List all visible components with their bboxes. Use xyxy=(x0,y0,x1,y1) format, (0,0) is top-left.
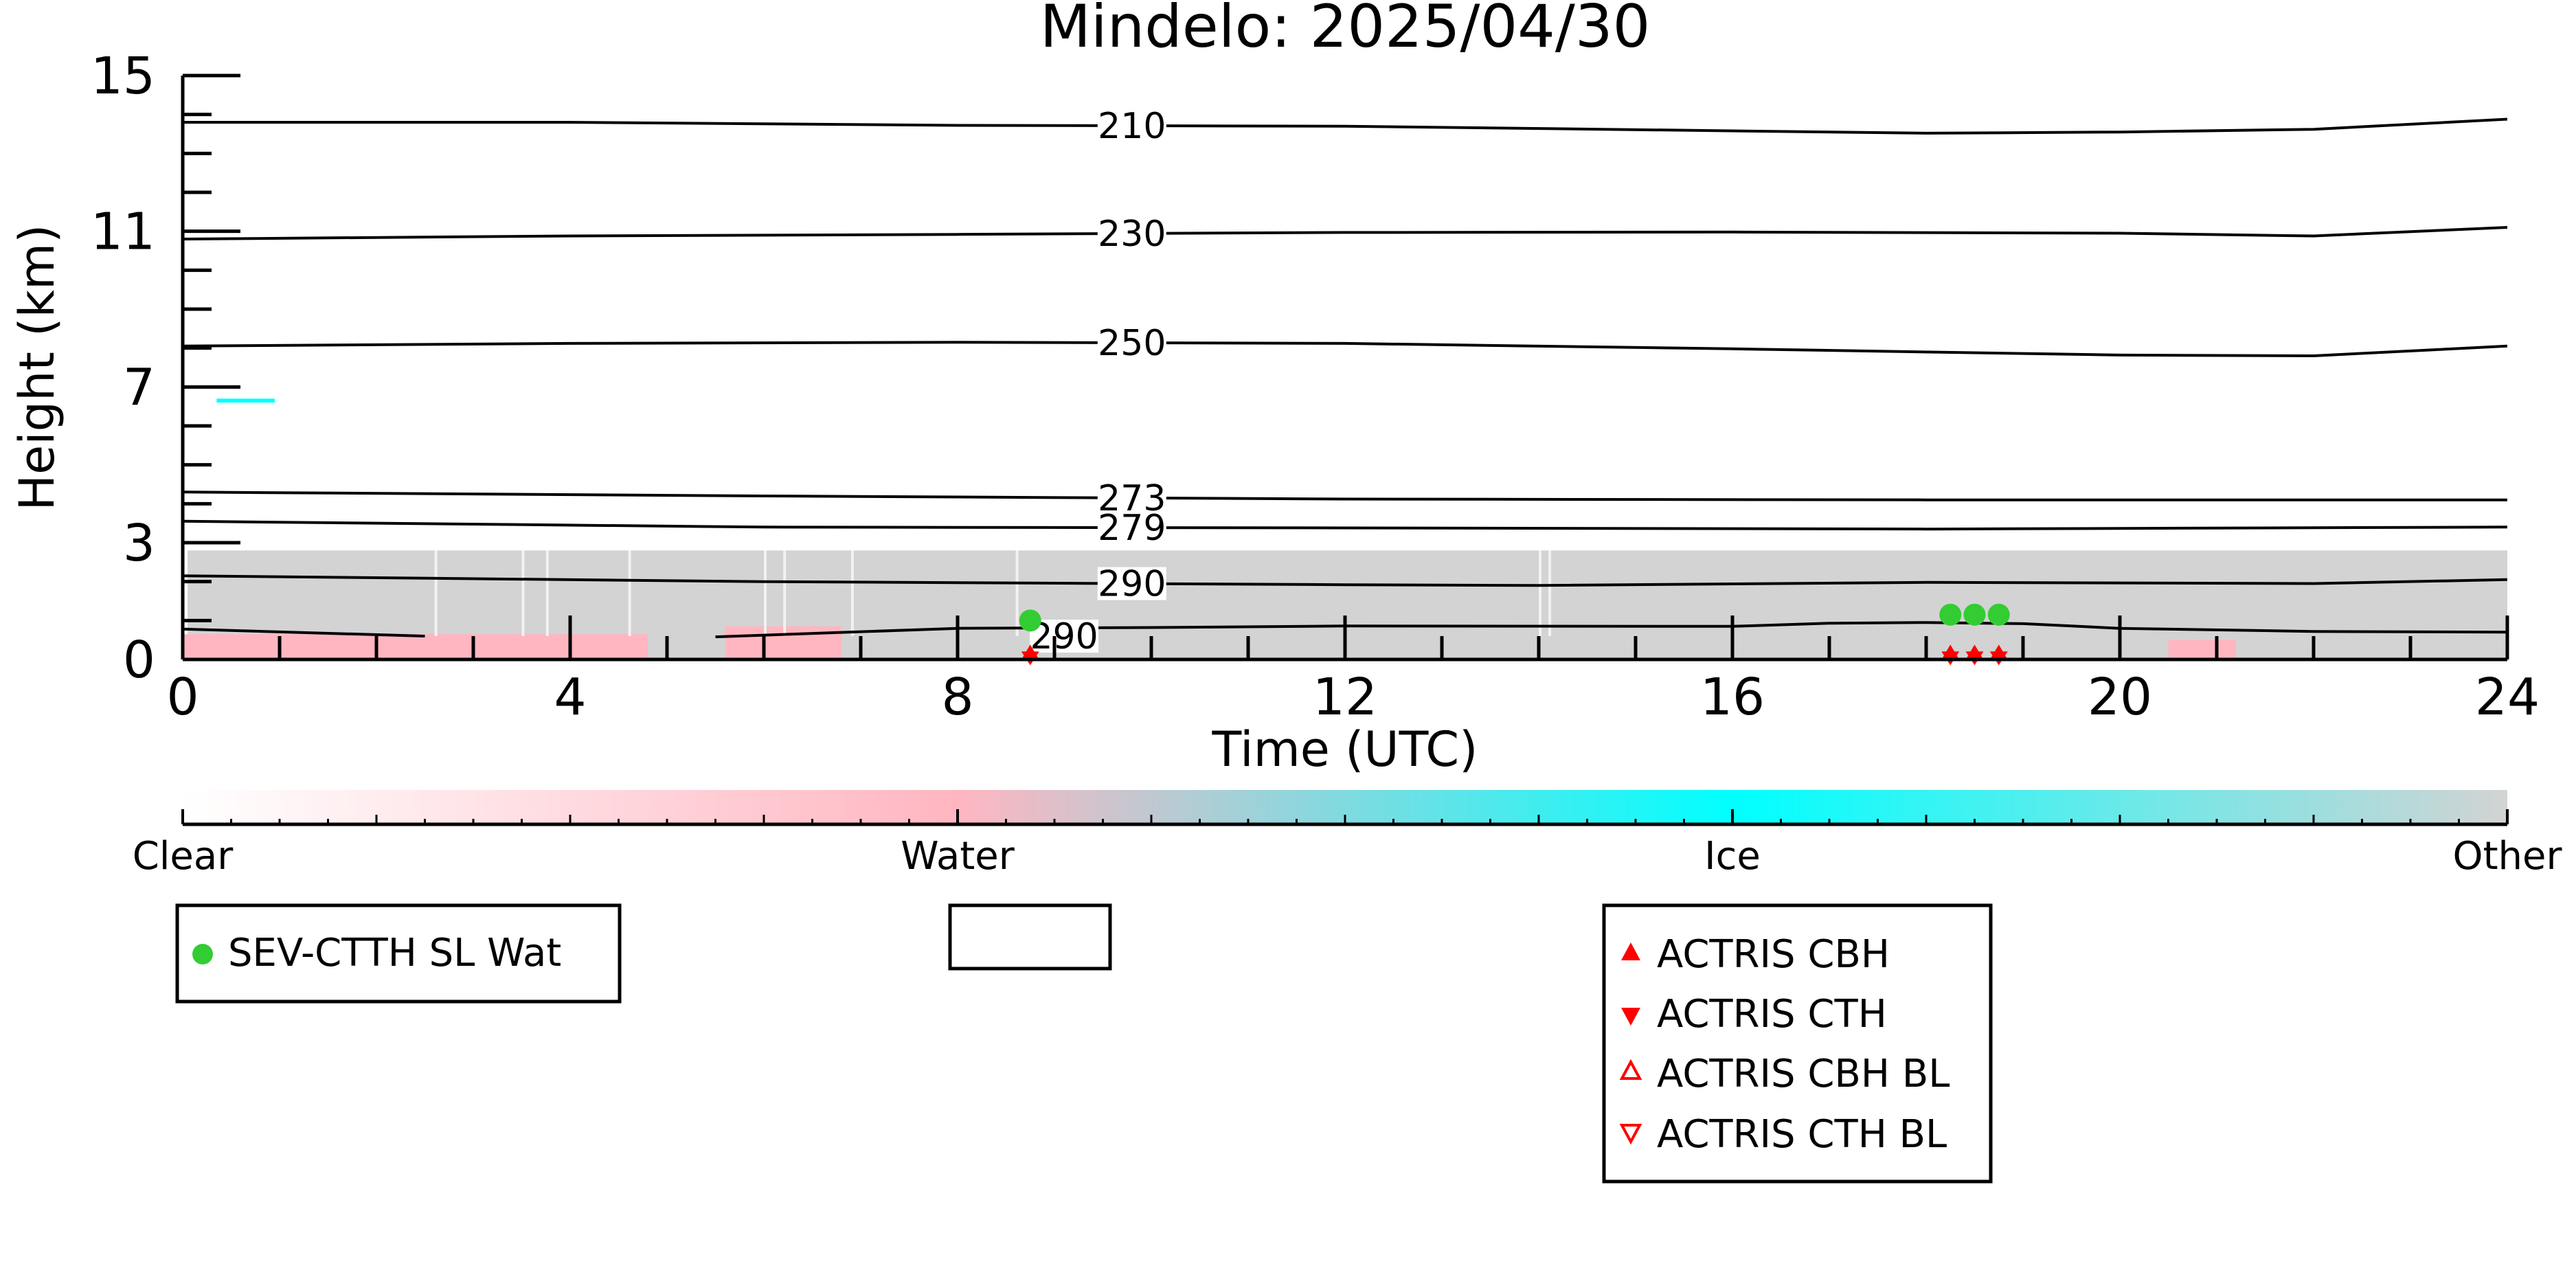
y-axis-label: Height (km) xyxy=(9,225,65,511)
isotherm-label: 230 xyxy=(1098,214,1166,255)
legend-cbh-marker xyxy=(1621,942,1640,960)
x-axis-ticks: 0 4 8 12 16 20 24 xyxy=(166,615,2540,727)
x-tick-label: 20 xyxy=(2088,668,2152,727)
cloud-gap xyxy=(434,550,438,636)
y-tick-label: 3 xyxy=(123,514,155,573)
legend-sev-marker xyxy=(192,944,213,964)
legend-cbh-label: ACTRIS CBH xyxy=(1657,932,1890,977)
legend-actris: ACTRIS CBH ACTRIS CTH ACTRIS CBH BL ACTR… xyxy=(1602,903,1993,1184)
legend-cth-marker xyxy=(1621,1008,1640,1026)
legend-cth-bl-label: ACTRIS CTH BL xyxy=(1657,1112,1947,1157)
legend-cth-label: ACTRIS CTH xyxy=(1657,992,1887,1037)
marker-series xyxy=(1019,603,2010,666)
sev-ctth-point xyxy=(1963,603,1986,626)
cloud-gap xyxy=(850,550,854,636)
isotherm-label: 279 xyxy=(1098,508,1166,549)
x-tick-label: 16 xyxy=(1700,668,1765,727)
isotherm-label-bg xyxy=(1097,511,1166,545)
cloud-gaps xyxy=(434,550,1552,636)
legend-cbh-bl-marker xyxy=(1619,1059,1642,1080)
cloud-layer-water xyxy=(2168,640,2237,659)
isotherm-label-bg xyxy=(1097,481,1166,515)
colorbar-label: Ice xyxy=(1704,834,1761,879)
colorbar-label: Clear xyxy=(133,834,234,879)
y-axis-ticks: 0 3 7 11 15 xyxy=(91,47,240,690)
isotherm-line xyxy=(183,117,2507,135)
cloud-gap xyxy=(1539,550,1541,636)
x-tick-label: 12 xyxy=(1313,668,1377,727)
x-tick-label: 8 xyxy=(941,668,973,727)
isotherm-label: 250 xyxy=(1098,323,1166,364)
isotherm-label-bg xyxy=(1097,326,1166,359)
cloud-gap xyxy=(1015,550,1019,636)
cloud-gap xyxy=(628,550,631,636)
legend-empty xyxy=(948,903,1112,971)
y-tick-label: 15 xyxy=(91,47,155,106)
isotherm-label-bg xyxy=(1030,620,1099,653)
cloud-gap xyxy=(545,550,549,636)
colorbar-label: Other xyxy=(2452,834,2562,879)
cloud-gap xyxy=(764,550,767,636)
y-tick-label: 7 xyxy=(123,358,155,417)
isotherm-label-bg xyxy=(1097,567,1166,600)
y-tick-label: 11 xyxy=(91,203,155,262)
isotherm-line xyxy=(183,627,425,637)
legend-sev: SEV-CTTH SL Wat xyxy=(175,903,622,1004)
isotherm-label-bg xyxy=(1097,109,1166,143)
legend-cth-bl-marker xyxy=(1619,1124,1642,1145)
sev-ctth-point xyxy=(1987,603,2010,626)
isotherm-line xyxy=(183,519,2507,531)
cloud-layer-water xyxy=(183,634,648,659)
cloud-gap xyxy=(1548,550,1552,636)
cloud-gap xyxy=(783,550,787,636)
y-tick-label: 0 xyxy=(123,631,155,690)
x-axis-label: Time (UTC) xyxy=(1212,721,1478,778)
isotherm-line xyxy=(183,490,2507,501)
x-tick-label: 0 xyxy=(166,668,199,727)
isotherm-label: 210 xyxy=(1098,106,1166,147)
cloud-layer-ice xyxy=(216,398,275,403)
x-tick-label: 4 xyxy=(554,668,586,727)
isotherm-label: 290 xyxy=(1030,616,1098,657)
cloud-gap xyxy=(521,550,525,636)
sev-ctth-point xyxy=(1939,603,1962,626)
x-tick-label: 24 xyxy=(2475,668,2540,727)
isotherm-label-bg xyxy=(1097,216,1166,250)
sev-ctth-point xyxy=(1019,609,1041,632)
colorbar-ticks: Clear Water Ice Other xyxy=(133,809,2562,879)
legend-cbh-bl-label: ACTRIS CBH BL xyxy=(1657,1052,1950,1096)
legend-sev-label: SEV-CTTH SL Wat xyxy=(228,931,561,975)
chart-title: Mindelo: 2025/04/30 xyxy=(1040,0,1651,61)
isotherm-line xyxy=(183,574,2507,587)
isotherm-line xyxy=(183,341,2507,358)
colorbar-label: Water xyxy=(901,834,1015,879)
isotherm-line xyxy=(183,226,2507,240)
isotherm-label: 290 xyxy=(1098,564,1166,605)
